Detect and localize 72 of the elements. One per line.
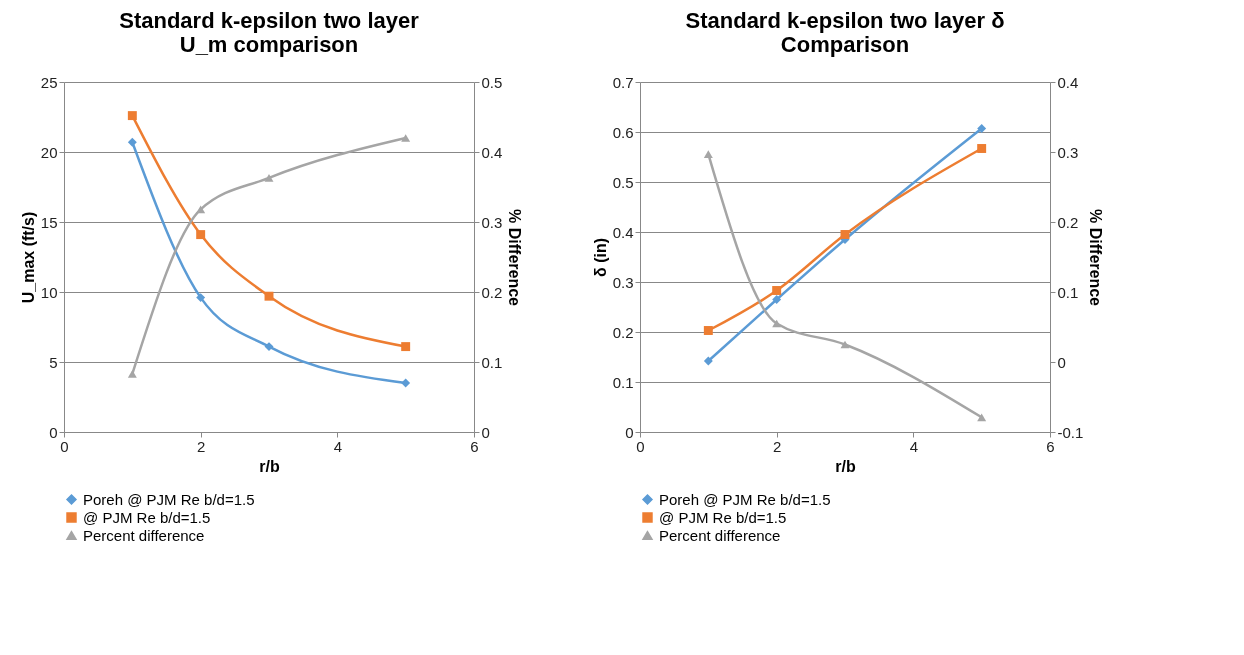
y2-axis-title: % Difference	[1087, 209, 1105, 307]
y-tick-label: 0	[49, 423, 58, 441]
x-axis-title: r/b	[835, 457, 856, 475]
point	[264, 174, 274, 182]
point	[840, 340, 850, 349]
y-tick-label: 5	[49, 353, 58, 371]
y-tick-label: 0.7	[612, 73, 634, 91]
point	[401, 342, 411, 352]
point	[127, 137, 137, 147]
point	[401, 134, 411, 142]
y2-tick-label: 0.2	[481, 283, 503, 301]
point	[703, 356, 713, 366]
y-axis-title: δ (in)	[591, 237, 609, 278]
point	[772, 295, 782, 304]
y-tick-label: 10	[40, 283, 58, 301]
point	[127, 370, 137, 378]
point	[977, 144, 987, 153]
x-tick-label: 0	[636, 437, 645, 455]
text: Comparison	[780, 32, 910, 57]
x-tick-label: 2	[196, 437, 206, 455]
x-tick-label: 6	[470, 437, 479, 455]
point	[127, 111, 137, 121]
point	[703, 150, 713, 158]
y2-tick-label: 0.3	[1057, 143, 1079, 161]
y2-tick-label: 0.5	[481, 73, 503, 91]
x-tick-label: 4	[333, 437, 343, 455]
y2-tick-label: 0.4	[481, 143, 503, 161]
legend-label: Percent difference	[83, 526, 205, 544]
y-tick-label: 0.5	[612, 173, 634, 191]
y-tick-label: 25	[40, 73, 58, 91]
x-tick-label: 4	[909, 437, 919, 455]
point	[196, 230, 206, 240]
legend-label: @ PJM Re b/d=1.5	[659, 508, 787, 526]
point	[196, 205, 206, 214]
point	[977, 413, 987, 422]
point	[840, 230, 850, 239]
y2-tick-label: 0.4	[1057, 73, 1079, 91]
legend-label: Percent difference	[659, 526, 781, 544]
point	[401, 378, 411, 388]
y2-tick-label: -0.1	[1057, 423, 1084, 441]
y2-tick-label: 0.3	[481, 213, 503, 231]
y-tick-label: 0.2	[612, 323, 634, 341]
text: Standard k-epsilon two layer	[119, 8, 419, 33]
x-tick-label: 6	[1046, 437, 1055, 455]
point	[703, 326, 713, 335]
x-tick-label: 2	[772, 437, 782, 455]
point	[264, 291, 274, 301]
y-tick-label: 0.4	[612, 223, 634, 241]
x-axis-title: r/b	[259, 457, 280, 475]
y-tick-label: 0.6	[612, 123, 634, 141]
y-axis-title: U_max (ft/s)	[19, 211, 37, 304]
text: U_m comparison	[179, 32, 359, 57]
y2-tick-label: 0.2	[1057, 213, 1079, 231]
point	[772, 286, 782, 295]
legend-label: Poreh @ PJM Re b/d=1.5	[83, 490, 255, 508]
y2-tick-label: 0	[481, 423, 490, 441]
legend-label: @ PJM Re b/d=1.5	[83, 508, 211, 526]
y-tick-label: 0.3	[612, 273, 634, 291]
y2-tick-label: 0	[1057, 353, 1066, 371]
x-tick-label: 0	[60, 437, 69, 455]
point	[196, 293, 206, 303]
text: Standard k-epsilon two layer δ	[685, 8, 1005, 33]
y-tick-label: 20	[40, 143, 58, 161]
y2-tick-label: 0.1	[481, 353, 503, 371]
y-tick-label: 0.1	[612, 373, 634, 391]
y-tick-label: 0	[625, 423, 634, 441]
point	[264, 342, 274, 352]
y2-tick-label: 0.1	[1057, 283, 1079, 301]
y-tick-label: 15	[40, 213, 58, 231]
point	[977, 124, 987, 133]
legend-label: Poreh @ PJM Re b/d=1.5	[659, 490, 831, 508]
y2-axis-title: % Difference	[506, 209, 524, 307]
